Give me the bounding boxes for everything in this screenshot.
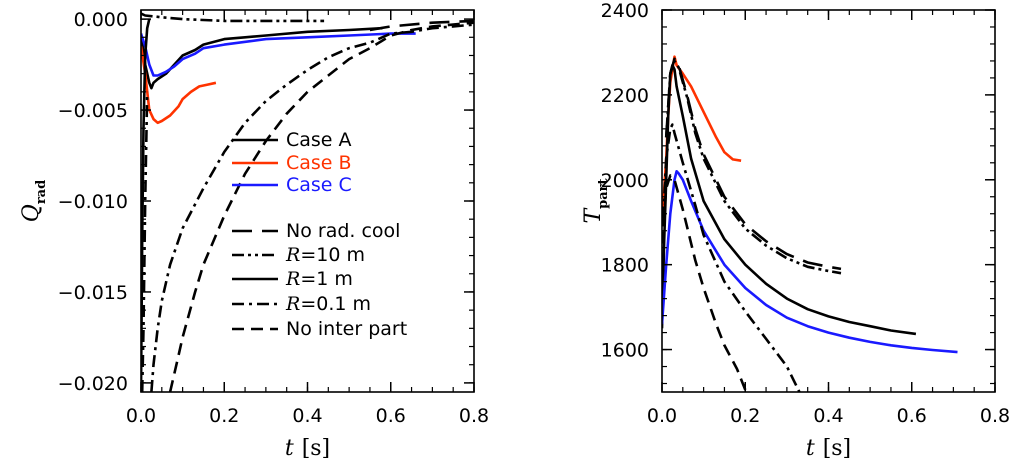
x-tick-label: 0.4 (813, 405, 843, 427)
y-axis-label: Tpart (581, 178, 611, 223)
y-tick-label: 1800 (601, 255, 649, 277)
y-axis-label: Qrad (19, 180, 49, 222)
plot-frame (661, 9, 996, 393)
series-line-5 (150, 23, 474, 392)
x-tick-label: 0.4 (292, 405, 322, 427)
x-tick-label: 0.6 (897, 405, 927, 427)
series-line-6 (168, 21, 474, 392)
legend-entry: No inter part (286, 318, 407, 340)
y-tick-label: −0.005 (58, 100, 128, 122)
chart-panel-q-rad: 0.0 0.2 0.4 0.6 0.8 0.000 −0.005 −0.010 −0.015 −0… (19, 9, 489, 461)
legend-entry: R=10 m (285, 244, 365, 266)
series-line-3 (141, 32, 416, 77)
x-axis-label: t [s] (285, 436, 330, 461)
legend-entry: Case A (286, 129, 352, 151)
series-line-4 (141, 12, 325, 23)
x-tick-label: 0.2 (209, 405, 239, 427)
legend-entry: R=0.1 m (285, 293, 371, 315)
legend-entry: Case B (286, 152, 352, 174)
x-tick-label: 0.2 (730, 405, 760, 427)
y-tick-label: 1600 (601, 340, 649, 362)
legend-entry: Case C (286, 174, 352, 196)
y-tick-label: 2400 (601, 0, 649, 22)
legend-entry: R=1 m (285, 268, 353, 290)
series-line-1 (141, 26, 383, 90)
y-tick-label: 2000 (601, 170, 649, 192)
x-tick-label: 0.8 (459, 405, 489, 427)
y-tick-label: −0.020 (58, 373, 128, 395)
series-line-7 (369, 19, 474, 32)
x-axis-label: t [s] (806, 436, 851, 461)
x-tick-label: 0.6 (376, 405, 406, 427)
chart-panel-t-part: 0.0 0.2 0.4 0.6 0.8 2400 2200 2000 1800 1600 t [s] T… (581, 0, 1010, 461)
y-tick-label: 2200 (601, 85, 649, 107)
y-tick-label: 0.000 (74, 9, 128, 31)
x-tick-label: 0.0 (647, 405, 677, 427)
x-tick-label: 0.0 (126, 405, 156, 427)
series-line-9 (141, 91, 149, 392)
series-line-3 (662, 170, 958, 354)
y-tick-label: −0.010 (58, 191, 128, 213)
legend-entry: No rad. cool (286, 220, 400, 242)
y-tick-label: −0.015 (58, 282, 128, 304)
series-line-6 (662, 123, 801, 392)
x-tick-label: 0.8 (980, 405, 1010, 427)
